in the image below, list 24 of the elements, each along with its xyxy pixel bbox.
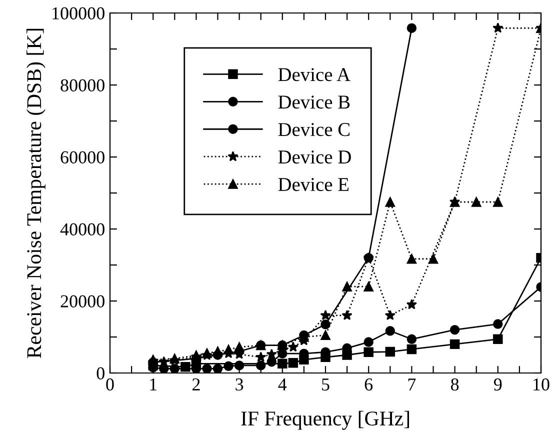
x-tick-label: 5 xyxy=(322,378,330,391)
x-tick-label: 3 xyxy=(236,378,244,391)
x-tick-label: 6 xyxy=(364,378,373,391)
y-tick-label: 60000 xyxy=(60,151,104,164)
legend-label: Device C xyxy=(278,123,350,136)
legend-label: Device A xyxy=(278,68,350,82)
y-axis-title: Receiver Noise Temperature (DSB) [K] xyxy=(26,28,46,358)
legend-label: Device E xyxy=(278,178,349,192)
y-tick-label: 0 xyxy=(96,367,104,380)
x-tick-label: 10 xyxy=(534,378,550,391)
y-tick-label: 80000 xyxy=(60,79,104,92)
legend-label: Device D xyxy=(278,150,351,164)
x-axis-title: IF Frequency [GHz] xyxy=(241,410,409,430)
x-tick-label: 7 xyxy=(408,378,416,390)
y-tick-label: 100000 xyxy=(52,7,104,20)
x-tick-label: 2 xyxy=(192,378,200,390)
x-tick-label: 9 xyxy=(494,378,502,391)
x-tick-label: 4 xyxy=(278,378,287,390)
x-tick-label: 8 xyxy=(450,378,459,391)
y-tick-label: 40000 xyxy=(60,223,104,236)
x-tick-label: 0 xyxy=(106,378,114,391)
x-tick-label: 1 xyxy=(150,378,157,390)
legend-label: Device B xyxy=(278,96,350,109)
y-tick-label: 20000 xyxy=(60,295,104,308)
